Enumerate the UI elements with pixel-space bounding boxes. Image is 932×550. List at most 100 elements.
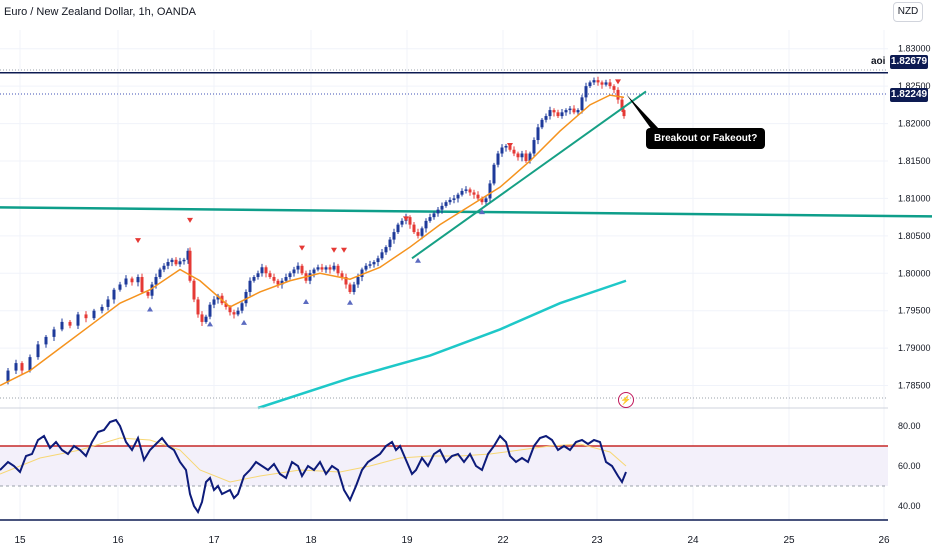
candle-body xyxy=(20,363,24,371)
candle-body xyxy=(204,316,208,322)
candle-body xyxy=(36,344,40,358)
y-tick-label: 1.81500 xyxy=(898,156,931,166)
x-tick-label: 19 xyxy=(401,535,413,546)
y-tick-label: 1.81000 xyxy=(898,193,931,203)
candle-body xyxy=(536,127,540,141)
x-tick-label: 23 xyxy=(591,535,603,546)
rsi-tick-label: 60.00 xyxy=(898,461,921,471)
rsi-ma-line xyxy=(0,437,627,483)
candle-body xyxy=(68,321,72,326)
aoi-price-tag: 1.82679 xyxy=(890,55,928,69)
x-tick-label: 17 xyxy=(208,535,220,546)
callout-pointer xyxy=(626,94,660,130)
sell-signal xyxy=(331,247,337,253)
candle-body xyxy=(312,269,316,274)
candle-body xyxy=(170,259,174,263)
candle-body xyxy=(100,306,104,311)
current-price-tag: 1.82249 xyxy=(890,88,928,102)
candle-body xyxy=(468,189,472,193)
candle-body xyxy=(260,267,264,274)
candle-body xyxy=(192,280,196,300)
candle-body xyxy=(460,190,464,195)
candle-body xyxy=(448,199,452,203)
candle-body xyxy=(622,110,626,117)
candle-body xyxy=(396,224,400,233)
candle-body xyxy=(348,284,352,292)
candle-body xyxy=(118,284,122,290)
y-tick-label: 1.79500 xyxy=(898,306,931,316)
y-tick-label: 1.82500 xyxy=(898,81,931,91)
candle-body xyxy=(140,277,144,292)
candle-body xyxy=(580,97,584,111)
candle-body xyxy=(384,247,388,253)
candle-body xyxy=(588,82,592,87)
candle-body xyxy=(388,239,392,248)
buy-signal xyxy=(479,209,485,215)
candle-body xyxy=(130,278,134,283)
candle-body xyxy=(528,153,532,161)
candle-body xyxy=(516,153,520,158)
candle-body xyxy=(208,304,212,317)
y-tick-label: 1.80000 xyxy=(898,268,931,278)
candle-body xyxy=(216,295,220,300)
candle-body xyxy=(284,277,288,281)
flash-icon[interactable]: ⚡ xyxy=(618,392,634,408)
x-tick-label: 24 xyxy=(687,535,699,546)
candle-body xyxy=(292,269,296,274)
buy-signal xyxy=(303,298,309,304)
axes: 1.83000 1.82500 1.82000 1.81500 1.81000 1.805… xyxy=(0,44,931,546)
candle-body xyxy=(480,198,484,203)
sell-signal xyxy=(187,217,193,223)
candle-body xyxy=(596,80,600,83)
candle-body xyxy=(416,232,420,236)
candle-body xyxy=(620,99,624,111)
candle-body xyxy=(556,112,560,117)
candle-body xyxy=(400,220,404,225)
candle-body xyxy=(296,265,300,270)
candle-body xyxy=(436,209,440,214)
candle-body xyxy=(212,299,216,305)
sell-signal xyxy=(341,247,347,253)
candle-body xyxy=(352,284,356,292)
x-tick-label: 22 xyxy=(497,535,509,546)
candle-body xyxy=(252,277,256,281)
candle-body xyxy=(136,277,140,283)
candle-body xyxy=(332,265,336,270)
candle-body xyxy=(316,267,320,270)
candle-body xyxy=(504,146,508,148)
candle-body xyxy=(288,273,292,278)
candle-body xyxy=(560,112,564,117)
candle-body xyxy=(162,265,166,270)
candle-body xyxy=(248,280,252,292)
candle-body xyxy=(372,262,376,265)
y-tick-label: 1.80500 xyxy=(898,231,931,241)
candle-body xyxy=(224,303,228,307)
y-tick-label: 1.79000 xyxy=(898,343,931,353)
buy-signal xyxy=(207,321,213,327)
candle-body xyxy=(154,277,158,285)
candle-body xyxy=(300,265,304,274)
candle-body xyxy=(174,259,178,265)
candle-body xyxy=(44,336,48,345)
candle-body xyxy=(592,80,596,83)
long-ma-line xyxy=(257,279,627,410)
candle-body xyxy=(380,252,384,259)
candle-body xyxy=(420,228,424,236)
candle-body xyxy=(264,267,268,274)
x-tick-label: 18 xyxy=(305,535,317,546)
candle-body xyxy=(492,164,496,184)
candle-body xyxy=(106,299,110,307)
rsi-band xyxy=(0,446,888,486)
x-tick-label: 26 xyxy=(878,535,890,546)
currency-button[interactable]: NZD xyxy=(893,2,923,22)
candle-body xyxy=(524,153,528,161)
candle-body xyxy=(564,110,568,113)
candle-body xyxy=(444,202,448,206)
candle-body xyxy=(28,357,32,371)
candle-body xyxy=(356,277,360,285)
candle-body xyxy=(584,86,588,98)
y-tick-label: 1.82000 xyxy=(898,119,931,129)
candle-body xyxy=(236,310,240,315)
trendline xyxy=(411,90,647,260)
